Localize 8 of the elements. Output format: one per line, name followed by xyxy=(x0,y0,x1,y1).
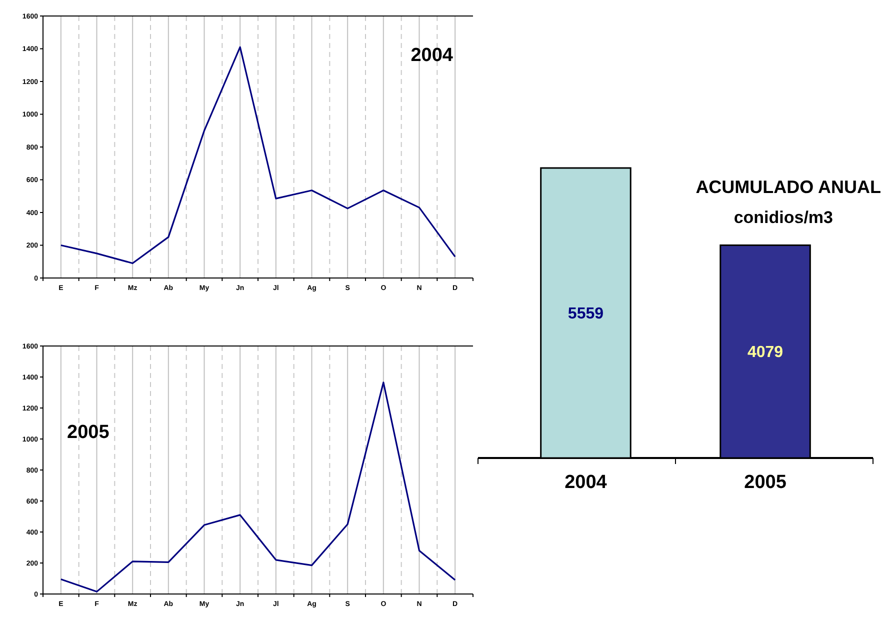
text: 2005 xyxy=(67,422,110,443)
line-series xyxy=(60,46,456,264)
text: 2004 xyxy=(410,45,454,66)
line-series xyxy=(60,382,456,592)
text: ACUMULADO ANUAL xyxy=(696,177,881,197)
data-label: 5559 xyxy=(568,306,604,323)
text: conidios/m3 xyxy=(734,208,833,227)
data-label: 4079 xyxy=(747,344,784,362)
